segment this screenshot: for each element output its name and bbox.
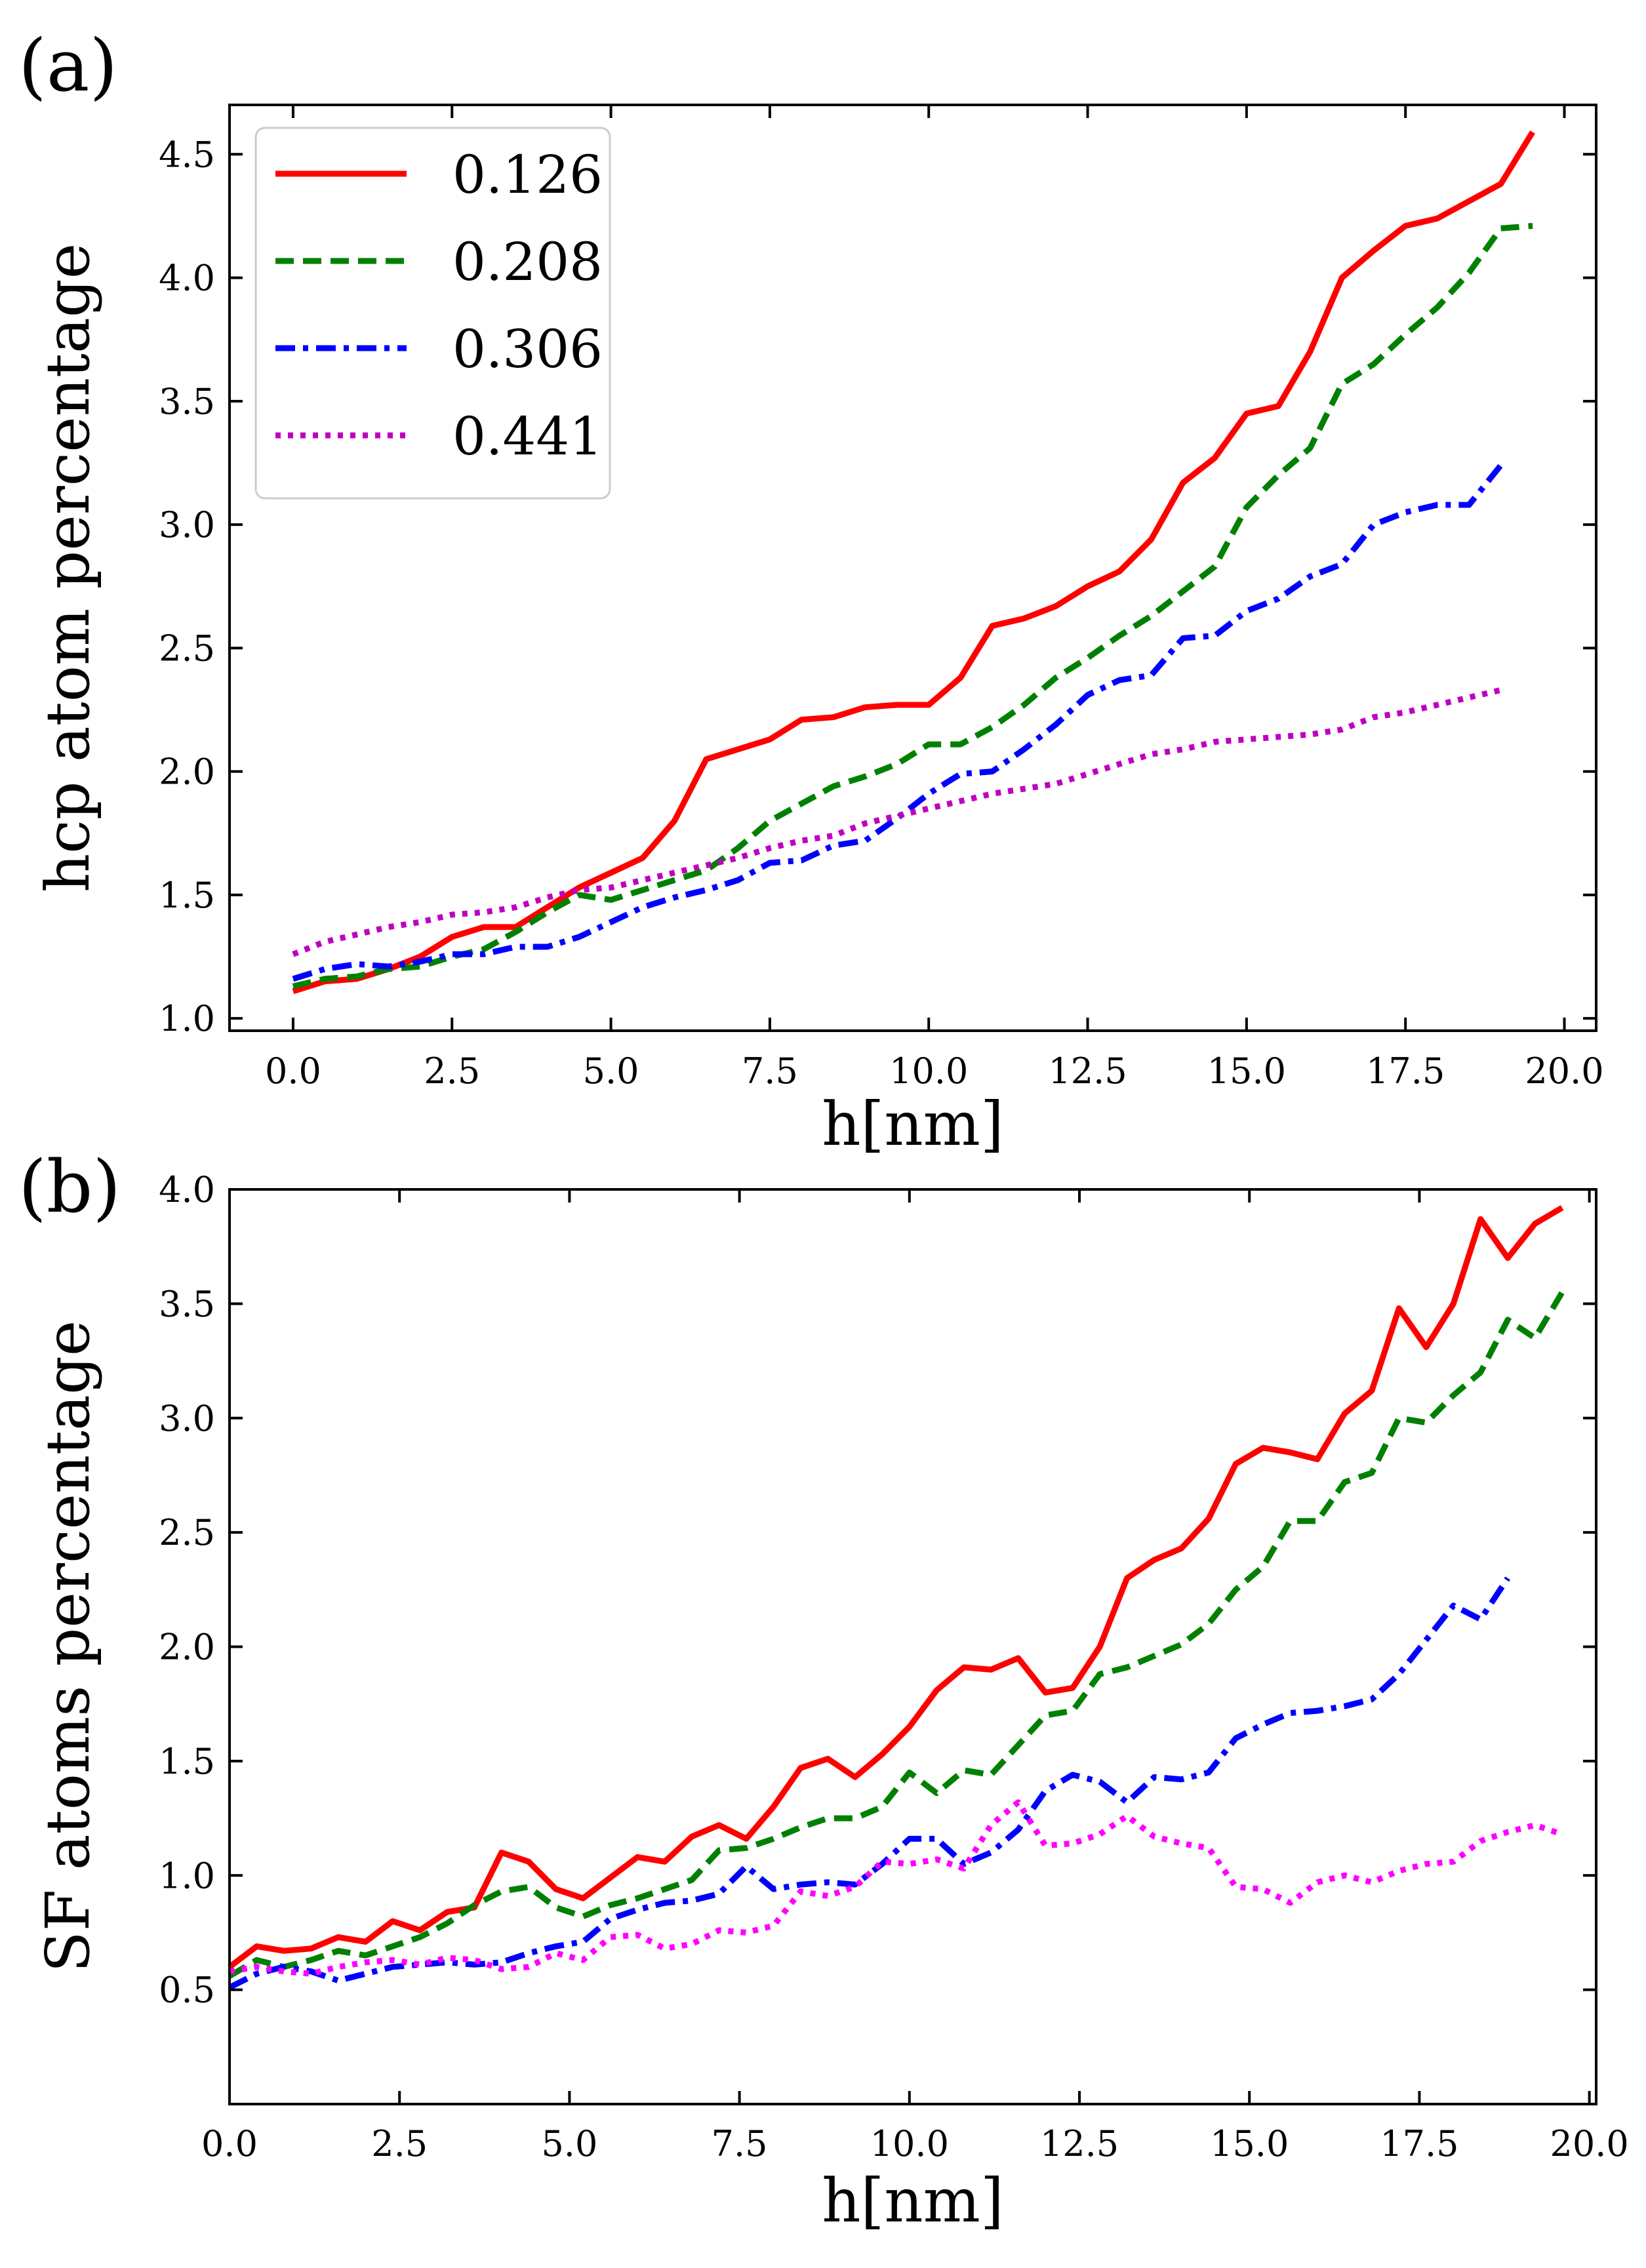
- x-tick-label-a: 7.5: [742, 1050, 798, 1092]
- x-tick-label-a: 2.5: [424, 1050, 480, 1092]
- legend-box: [254, 127, 611, 500]
- x-tick-label-b: 17.5: [1380, 2123, 1458, 2164]
- y-tick-label-a: 3.0: [159, 504, 215, 546]
- x-tick-label-b: 10.0: [870, 2123, 949, 2164]
- plot-frame-a: [228, 104, 1597, 1032]
- x-axis-title-b: h[nm]: [822, 2166, 1004, 2236]
- y-tick-label-a: 1.0: [159, 998, 215, 1039]
- x-tick-label-b: 12.5: [1040, 2123, 1119, 2164]
- legend-label-0208: 0.208: [452, 231, 603, 292]
- y-tick-label-b: 3.5: [159, 1283, 215, 1324]
- y-tick-label-a: 2.5: [159, 627, 215, 669]
- ticks-layer-a: 0.0 2.5 5.0 7.5 10.0 12.5 15.0 17.5 20.0 1.0 1.5 2.…: [159, 105, 1604, 1092]
- series-layer-a: [292, 130, 1535, 995]
- y-axis-title-a: hcp atom percentage: [33, 243, 103, 892]
- y-tick-label-a: 4.5: [159, 134, 215, 175]
- x-tick-label-b: 2.5: [371, 2123, 428, 2164]
- series-line-b-0441: [229, 1799, 1563, 1977]
- x-tick-label-a: 0.0: [265, 1050, 321, 1092]
- x-tick-label-b: 5.0: [541, 2123, 597, 2164]
- panel-b: (b) 0.0 2.5 5.0 7.5 10.0 12.5 15.0 17.5 20.0 0.5 1…: [18, 1145, 1629, 2236]
- y-tick-label-b: 0.5: [159, 1970, 215, 2011]
- panel-label-b: (b): [18, 1145, 121, 1229]
- y-tick-label-a: 1.5: [159, 875, 215, 916]
- x-tick-label-a: 5.0: [583, 1050, 639, 1092]
- y-tick-label-a: 4.0: [159, 258, 215, 299]
- x-tick-label-a: 10.0: [889, 1050, 968, 1092]
- x-tick-label-b: 0.0: [201, 2123, 258, 2164]
- series-line-a-0306: [292, 463, 1504, 982]
- series-line-b-0208: [228, 1290, 1565, 1979]
- y-tick-label-b: 2.5: [159, 1512, 215, 1553]
- x-tick-label-a: 17.5: [1366, 1050, 1445, 1092]
- panel-label-a: (a): [18, 24, 117, 108]
- legend-label-0126: 0.126: [452, 144, 603, 205]
- series-line-a-0126: [292, 130, 1535, 995]
- panel-a: (a) 0.0 2.5 5.0 7.5 10.0 12.5 15.0 17.5 20.0 1.0 1…: [18, 24, 1604, 1159]
- legend-label-0441: 0.441: [452, 406, 603, 467]
- y-tick-label-b: 3.0: [159, 1398, 215, 1439]
- x-tick-label-a: 12.5: [1048, 1050, 1127, 1092]
- x-tick-label-a: 20.0: [1525, 1050, 1603, 1092]
- y-tick-label-b: 1.5: [159, 1741, 215, 1782]
- y-tick-label-a: 3.5: [159, 381, 215, 422]
- legend-a: 0.126 0.208 0.306 0.441: [254, 127, 611, 500]
- y-tick-label-b: 1.0: [159, 1855, 215, 1896]
- series-layer-b: [228, 1205, 1565, 1991]
- series-line-b-0126: [228, 1205, 1564, 1970]
- x-tick-label-b: 20.0: [1550, 2123, 1629, 2164]
- y-tick-label-a: 2.0: [159, 751, 215, 793]
- ticks-layer-b: 0.0 2.5 5.0 7.5 10.0 12.5 15.0 17.5 20.0 0.5 1.0 1.…: [159, 1169, 1629, 2164]
- x-tick-label-b: 7.5: [712, 2123, 768, 2164]
- x-axis-title-a: h[nm]: [822, 1089, 1004, 1159]
- y-axis-title-b: SF atoms percentage: [33, 1321, 103, 1973]
- x-tick-label-b: 15.0: [1210, 2123, 1289, 2164]
- series-line-a-0208: [292, 223, 1533, 989]
- legend-label-0306: 0.306: [452, 319, 603, 380]
- series-line-b-0306: [228, 1576, 1510, 1991]
- x-tick-label-a: 15.0: [1207, 1050, 1286, 1092]
- y-tick-label-b: 4.0: [159, 1169, 215, 1210]
- y-tick-label-b: 2.0: [159, 1627, 215, 1668]
